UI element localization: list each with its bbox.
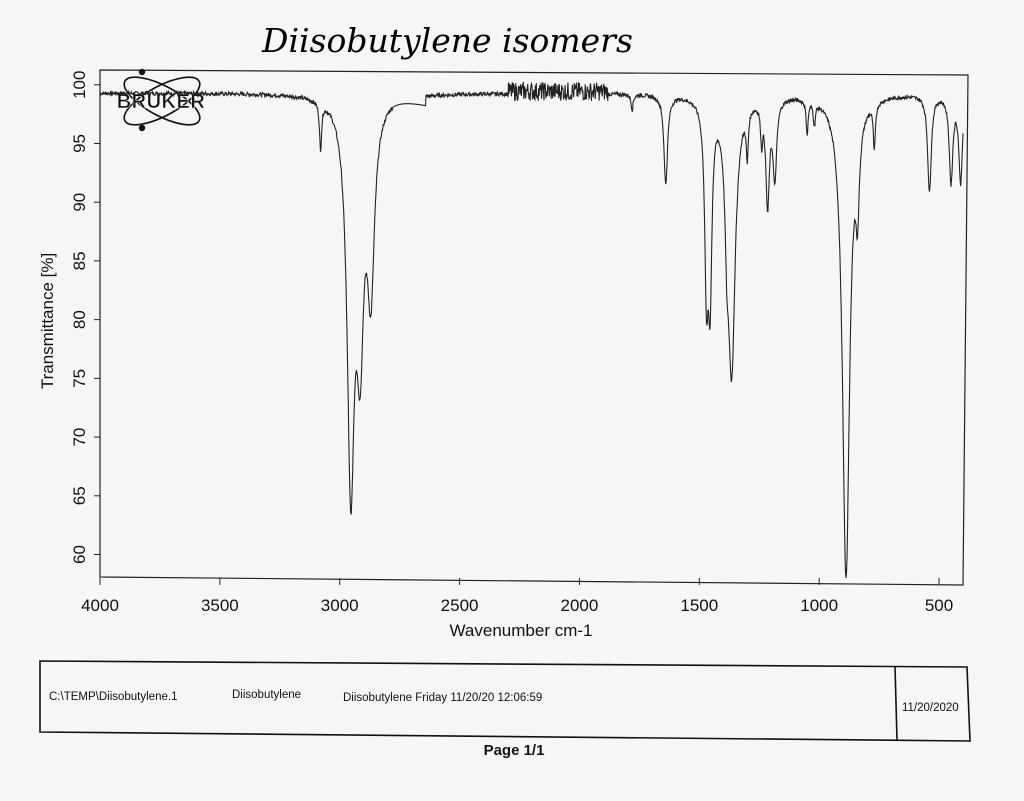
footer-description: Diisobutylene Friday 11/20/20 12:06:59 — [343, 692, 542, 704]
footer-file-path: C:\TEMP\Diisobutylene.1 — [49, 691, 177, 703]
y-tick-label: 65 — [70, 486, 89, 505]
footer-divider — [894, 665, 898, 741]
footer-border — [39, 660, 971, 742]
y-tick-label: 95 — [70, 134, 89, 153]
x-tick-label: 500 — [925, 596, 953, 615]
logo-dot-bottom — [138, 124, 146, 132]
plot-frame — [99, 69, 969, 586]
bruker-logo: BRUKER — [116, 68, 205, 132]
footer-info-box: C:\TEMP\Diisobutylene.1 Diisobutylene Di… — [39, 660, 971, 742]
x-tick-label: 3000 — [321, 596, 359, 615]
x-tick-label: 3500 — [201, 596, 239, 615]
handwritten-title: Diisobutylene isomers — [261, 21, 633, 60]
logo-dot-top — [138, 68, 146, 76]
x-tick-label: 2000 — [561, 596, 599, 615]
y-tick-label: 70 — [70, 428, 89, 447]
logo-orbit-1 — [123, 76, 201, 126]
logo-orbit-2 — [123, 76, 201, 126]
y-axis: 60 65 70 75 80 85 90 95 100 — [70, 71, 100, 564]
y-tick-label: 60 — [70, 545, 89, 564]
x-axis: 4000 3500 3000 2500 2000 1500 1000 500 — [81, 578, 953, 615]
y-tick-label: 85 — [70, 251, 89, 270]
y-tick-label: 90 — [70, 193, 89, 212]
x-tick-label: 2500 — [441, 596, 479, 615]
y-axis-title: Transmittance [%] — [38, 253, 57, 389]
y-tick-label: 75 — [70, 369, 89, 388]
y-tick-label: 80 — [70, 310, 89, 329]
x-tick-label: 4000 — [81, 596, 119, 615]
spectrum-line — [99, 80, 964, 579]
footer-sample-name: Diisobutylene — [232, 689, 301, 701]
page-label: Page 1/1 — [484, 742, 545, 759]
y-tick-label: 100 — [70, 71, 89, 99]
x-tick-label: 1000 — [800, 596, 838, 615]
x-axis-title: Wavenumber cm-1 — [450, 621, 593, 640]
footer-date: 11/20/2020 — [902, 702, 959, 714]
x-tick-label: 1500 — [680, 596, 718, 615]
